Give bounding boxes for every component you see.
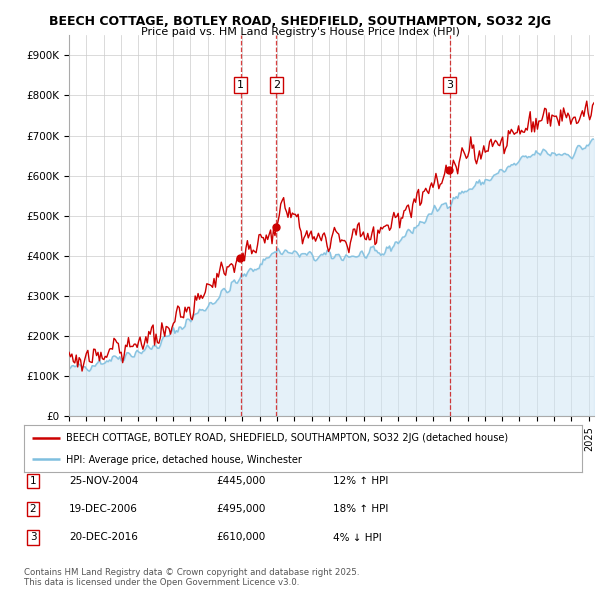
Text: 1: 1 [29,476,37,486]
Text: BEECH COTTAGE, BOTLEY ROAD, SHEDFIELD, SOUTHAMPTON, SO32 2JG (detached house): BEECH COTTAGE, BOTLEY ROAD, SHEDFIELD, S… [66,433,508,443]
Text: 3: 3 [29,533,37,542]
Text: 20-DEC-2016: 20-DEC-2016 [69,533,138,542]
Text: £610,000: £610,000 [216,533,265,542]
Text: £445,000: £445,000 [216,476,265,486]
Text: HPI: Average price, detached house, Winchester: HPI: Average price, detached house, Winc… [66,455,302,465]
Text: 18% ↑ HPI: 18% ↑ HPI [333,504,388,514]
Text: £495,000: £495,000 [216,504,265,514]
Text: 12% ↑ HPI: 12% ↑ HPI [333,476,388,486]
Text: 3: 3 [446,80,453,90]
Text: Price paid vs. HM Land Registry's House Price Index (HPI): Price paid vs. HM Land Registry's House … [140,27,460,37]
Text: 4% ↓ HPI: 4% ↓ HPI [333,533,382,542]
Text: 1: 1 [237,80,244,90]
Text: BEECH COTTAGE, BOTLEY ROAD, SHEDFIELD, SOUTHAMPTON, SO32 2JG: BEECH COTTAGE, BOTLEY ROAD, SHEDFIELD, S… [49,15,551,28]
Text: Contains HM Land Registry data © Crown copyright and database right 2025.
This d: Contains HM Land Registry data © Crown c… [24,568,359,587]
Text: 19-DEC-2006: 19-DEC-2006 [69,504,138,514]
Text: 2: 2 [29,504,37,514]
Text: 25-NOV-2004: 25-NOV-2004 [69,476,139,486]
Text: 2: 2 [273,80,280,90]
